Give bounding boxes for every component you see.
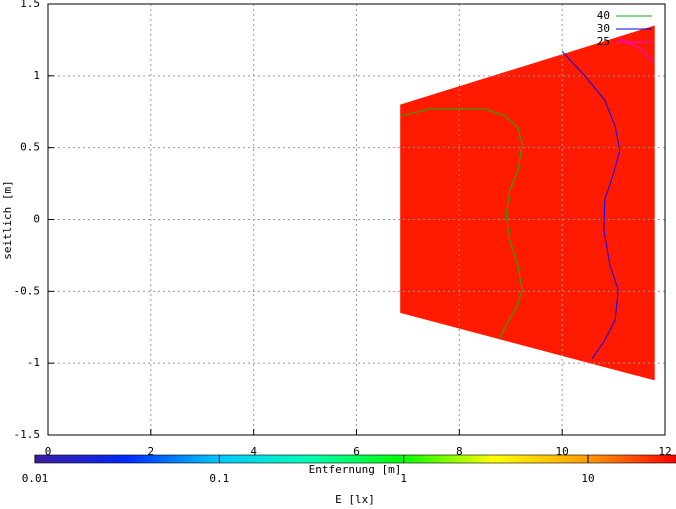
x-tick-label: 2 (148, 445, 155, 458)
y-tick-label: 1.5 (20, 0, 40, 10)
legend-label: 30 (597, 22, 610, 35)
y-tick-label: -0.5 (14, 284, 41, 297)
colorbar-tick-label: 1 (400, 472, 407, 485)
legend-label: 40 (597, 9, 610, 22)
y-tick-label: 0.5 (20, 141, 40, 154)
y-tick-label: 1 (33, 69, 40, 82)
colorbar-label: E [lx] (335, 493, 375, 505)
legend-label: 25 (597, 35, 610, 48)
plot-frame (47, 3, 666, 436)
colorbar-tick-label: 10 (581, 472, 594, 485)
x-tick-label: 8 (456, 445, 463, 458)
x-tick-label: 0 (45, 445, 52, 458)
y-axis-label: seitlich [m] (1, 180, 14, 259)
x-axis-label: Entfernung [m] (309, 463, 402, 476)
y-tick-label: 0 (33, 213, 40, 226)
y-tick-label: -1 (27, 356, 40, 369)
surface-region (400, 25, 655, 381)
colorbar-tick-label: 0.01 (22, 472, 49, 485)
colorbar-tick-label: 0.1 (209, 472, 229, 485)
x-tick-label: 4 (250, 445, 257, 458)
x-tick-label: 6 (353, 445, 360, 458)
colorbar (34, 454, 676, 464)
contour-line (401, 108, 523, 338)
contour-line (561, 51, 621, 360)
y-tick-label: -1.5 (14, 428, 41, 441)
